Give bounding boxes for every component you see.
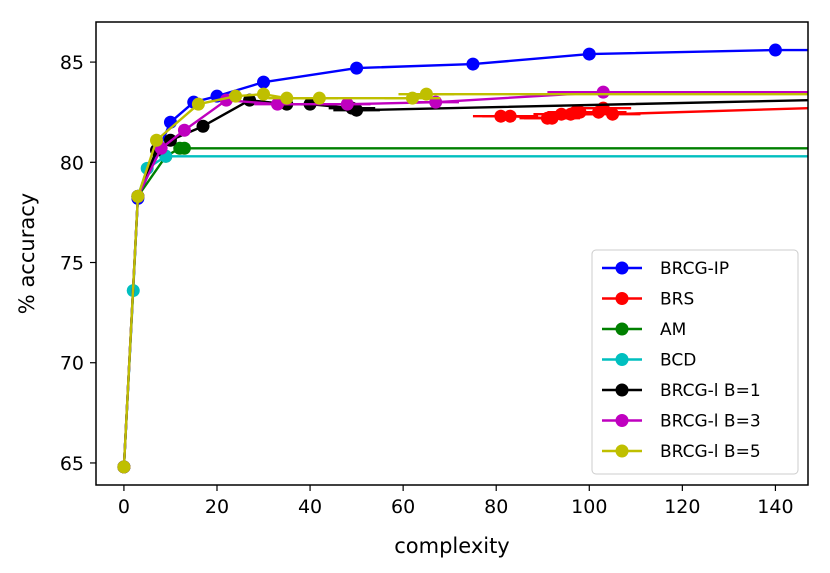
series-layer (117, 43, 808, 474)
x-tick-label: 0 (118, 496, 130, 518)
data-point (494, 109, 508, 123)
legend-marker (615, 444, 629, 458)
data-point (177, 141, 191, 155)
data-point (573, 105, 587, 119)
y-tick-label: 70 (60, 353, 84, 375)
data-point (340, 97, 354, 111)
data-point (191, 97, 205, 111)
data-point (350, 61, 364, 75)
data-point (177, 123, 191, 137)
legend-label: BRCG-IP (660, 259, 729, 279)
data-point (229, 89, 243, 103)
y-tick-label: 75 (60, 253, 84, 275)
x-tick-label: 100 (571, 496, 607, 518)
series-line (122, 90, 808, 468)
plot-frame (95, 21, 809, 486)
legend-marker (615, 414, 629, 427)
legend-marker (615, 322, 629, 336)
data-point (405, 91, 419, 105)
legend-marker (615, 383, 629, 397)
data-point (280, 91, 294, 105)
y-tick-label: 80 (60, 152, 84, 174)
legend-label: BRCG-l B=5 (660, 442, 761, 462)
legend-item: AM (602, 320, 686, 340)
data-point (466, 57, 480, 71)
data-point (117, 460, 131, 474)
y-tick-label: 65 (60, 453, 84, 475)
data-point (554, 107, 568, 121)
legend-label: BCD (660, 351, 696, 371)
data-point (131, 189, 145, 203)
data-point (503, 109, 517, 123)
legend-item: BRCG-IP (602, 259, 729, 279)
x-tick-label: 60 (391, 496, 415, 518)
x-tick-label: 120 (664, 496, 700, 518)
legend-item: BRCG-l B=1 (602, 381, 761, 401)
data-point (312, 91, 326, 105)
y-tick-label: 85 (60, 52, 84, 74)
data-point (596, 85, 610, 99)
data-point (257, 87, 271, 101)
x-tick-label: 40 (298, 496, 322, 518)
data-point (768, 43, 782, 57)
data-point (606, 107, 620, 121)
data-point (419, 87, 433, 101)
legend-box (591, 249, 799, 475)
legend-label: BRCG-l B=1 (660, 381, 761, 401)
y-axis-label: % accuracy (15, 193, 39, 314)
x-tick-label: 80 (484, 496, 508, 518)
x-tick-label: 140 (757, 496, 793, 518)
legend-marker (615, 292, 629, 305)
x-tick-label: 20 (205, 496, 229, 518)
legend-label: BRS (660, 290, 694, 310)
data-point (270, 97, 284, 111)
legend-item: BCD (602, 351, 696, 371)
x-axis-label: complexity (394, 534, 510, 558)
data-point (582, 47, 596, 61)
data-point (350, 103, 364, 117)
axis-ticks: 0 20 40 60 80 100 120 140 65 70 75 80 85 (60, 52, 794, 518)
data-point (196, 119, 210, 133)
legend-item: BRCG-l B=3 (602, 412, 761, 432)
legend: BRCG-IP BRS AM BCD BRCG-l B=1 BRCG-l B=3 BRCG-… (591, 249, 799, 475)
legend-item: BRCG-l B=5 (602, 442, 761, 462)
legend-marker (615, 261, 629, 275)
data-point (257, 75, 271, 89)
data-point (149, 133, 163, 147)
legend-item: BRS (602, 290, 694, 310)
series-brs (472, 101, 808, 125)
legend-label: AM (660, 320, 686, 340)
legend-marker (615, 353, 629, 366)
legend-label: BRCG-l B=3 (660, 412, 761, 432)
series-brcg-l-b-5 (117, 87, 808, 474)
